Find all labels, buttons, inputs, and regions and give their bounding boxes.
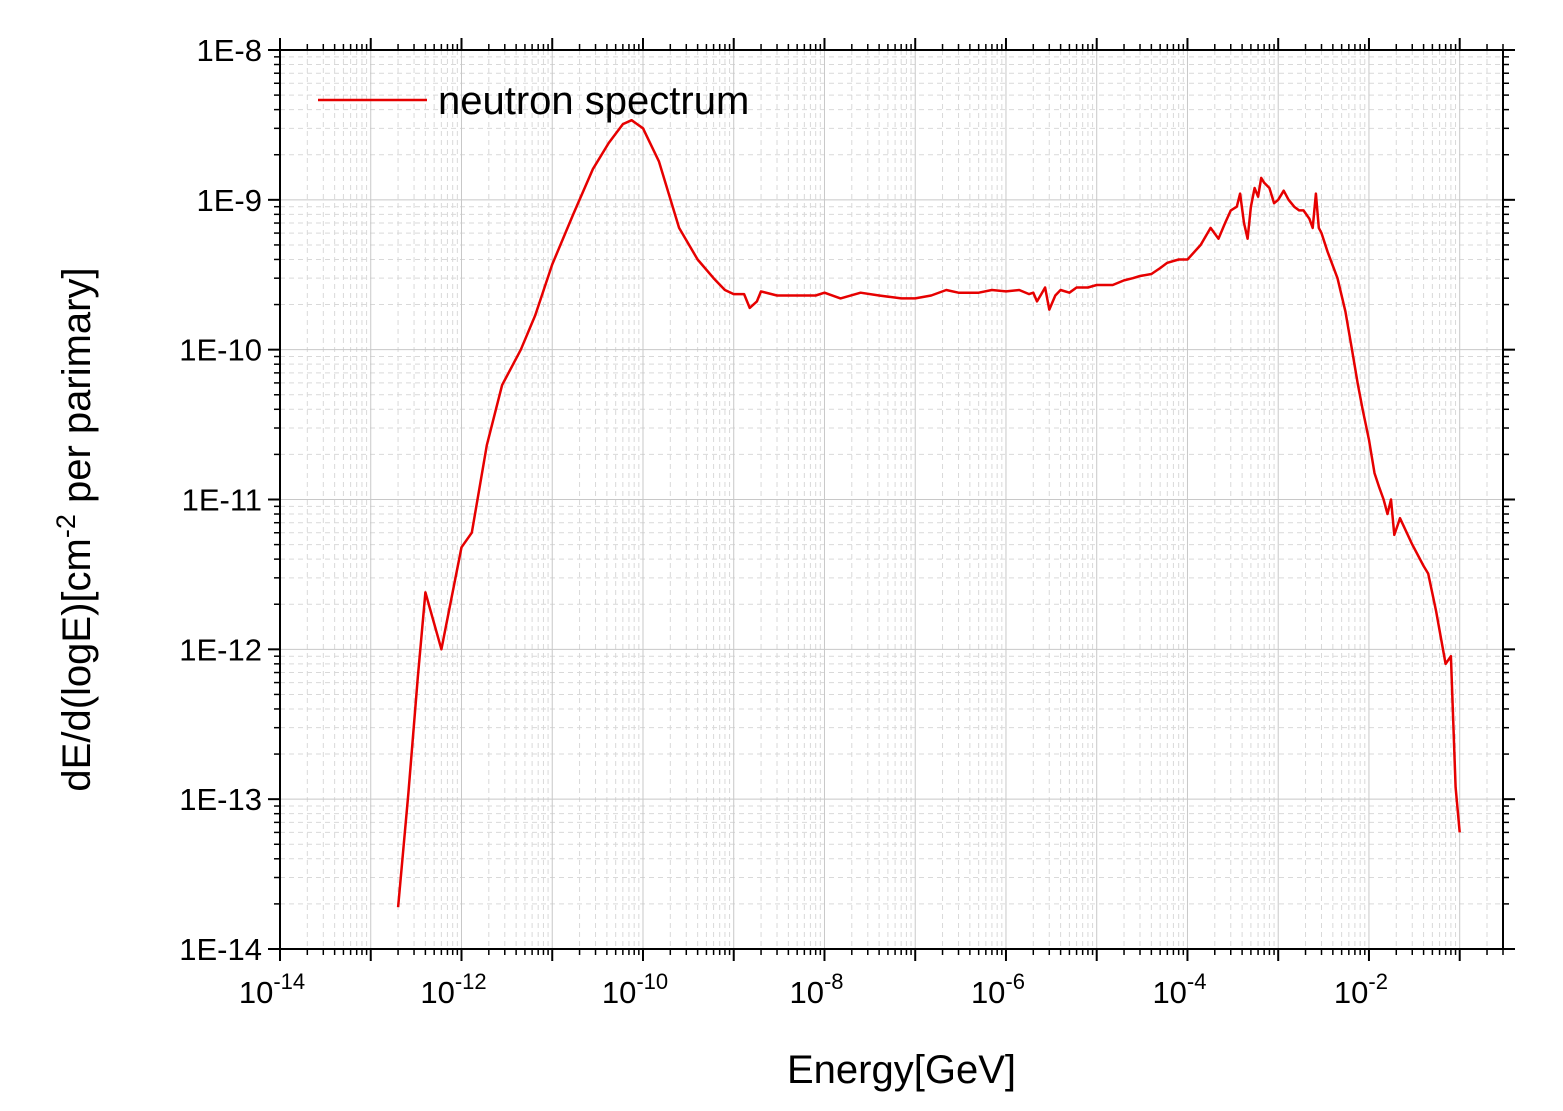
x-tick-label-exponent: -4 xyxy=(1187,969,1207,994)
y-tick-label: 1E-14 xyxy=(179,932,262,967)
x-tick-label-base: 10 xyxy=(971,975,1005,1010)
y-tick-labels: 1E-8 1E-9 1E-10 1E-11 1E-12 1E-13 1E-14 xyxy=(179,33,262,967)
y-tick-label: 1E-8 xyxy=(197,33,262,68)
x-tick-label-exponent: -2 xyxy=(1368,969,1388,994)
x-tick-label-base: 10 xyxy=(420,975,454,1010)
x-tick-label-exponent: -10 xyxy=(636,969,668,994)
x-tick-label-base: 10 xyxy=(1152,975,1186,1010)
x-tick-label-base: 10 xyxy=(239,975,273,1010)
x-tick-label: 10-6 xyxy=(971,969,1025,1010)
x-tick-labels: 10-14 10-12 10-10 10-8 10-6 10-4 10-2 xyxy=(239,969,1388,1010)
series-layer xyxy=(396,118,1461,908)
x-tick-label: 10-2 xyxy=(1334,969,1388,1010)
x-tick-label-base: 10 xyxy=(789,975,823,1010)
axis-ticks xyxy=(268,38,1515,961)
x-tick-label-exponent: -12 xyxy=(455,969,487,994)
y-tick-label: 1E-12 xyxy=(179,632,262,667)
series-line-neutron-spectrum xyxy=(396,118,1461,908)
y-axis-title: dE/d(logE)[cm-2 per parimary] xyxy=(51,267,99,791)
x-tick-label-base: 10 xyxy=(602,975,636,1010)
x-tick-label-exponent: -6 xyxy=(1005,969,1025,994)
x-tick-label-exponent: -8 xyxy=(824,969,844,994)
x-tick-label-exponent: -14 xyxy=(273,969,305,994)
y-tick-label: 1E-11 xyxy=(182,483,262,518)
y-tick-label: 1E-10 xyxy=(179,333,262,368)
x-tick-label: 10-14 xyxy=(239,969,305,1010)
y-axis-title-superscript: -2 xyxy=(51,514,81,538)
x-tick-label-base: 10 xyxy=(1334,975,1368,1010)
y-tick-label: 1E-13 xyxy=(179,782,262,817)
x-tick-label: 10-8 xyxy=(789,969,843,1010)
x-axis-title: Energy[GeV] xyxy=(787,1048,1016,1092)
legend: neutron spectrum xyxy=(318,79,749,123)
x-tick-label: 10-4 xyxy=(1152,969,1206,1010)
legend-label: neutron spectrum xyxy=(438,79,749,123)
y-axis-title-rest: per parimary] xyxy=(55,267,99,514)
x-tick-label: 10-10 xyxy=(602,969,668,1010)
x-tick-label: 10-12 xyxy=(420,969,486,1010)
y-tick-label: 1E-9 xyxy=(197,183,262,218)
y-axis-title-main: dE/d(logE)[cm xyxy=(55,538,99,791)
